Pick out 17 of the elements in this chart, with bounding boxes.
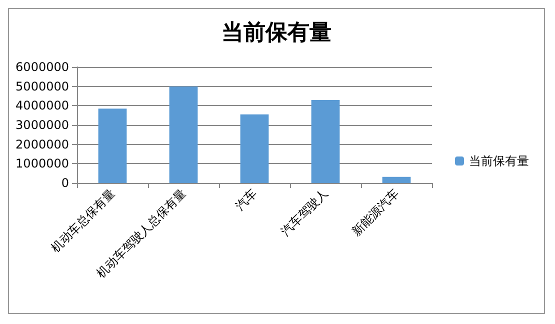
y-tick-label: 1000000 [16,156,69,171]
bar [169,86,198,183]
legend-label: 当前保有量 [469,154,529,168]
x-tick-label: 汽车驾驶人 [278,186,330,238]
bar [98,108,127,183]
y-tick-label: 4000000 [16,98,69,113]
bar [240,114,269,183]
y-tick-label: 2000000 [16,137,69,152]
y-tick-label: 6000000 [16,60,69,74]
chart-title: 当前保有量 [222,20,332,46]
bar [382,176,411,183]
bar [311,100,340,183]
y-tick-label: 3000000 [16,118,69,132]
x-tick-label: 新能源汽车 [349,186,402,238]
y-tick-label: 0 [61,176,69,190]
y-tick-label: 5000000 [16,79,69,94]
x-tick-label: 汽车 [232,186,260,213]
